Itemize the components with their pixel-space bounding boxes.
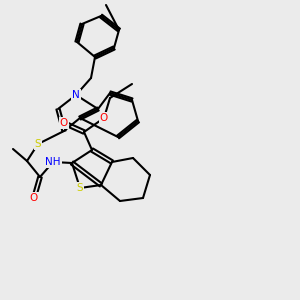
Text: S: S xyxy=(77,183,83,193)
Text: NH: NH xyxy=(45,157,61,167)
Text: O: O xyxy=(100,113,108,123)
Text: O: O xyxy=(30,193,38,203)
Text: O: O xyxy=(60,118,68,128)
Text: S: S xyxy=(35,139,41,149)
Text: N: N xyxy=(72,90,80,100)
